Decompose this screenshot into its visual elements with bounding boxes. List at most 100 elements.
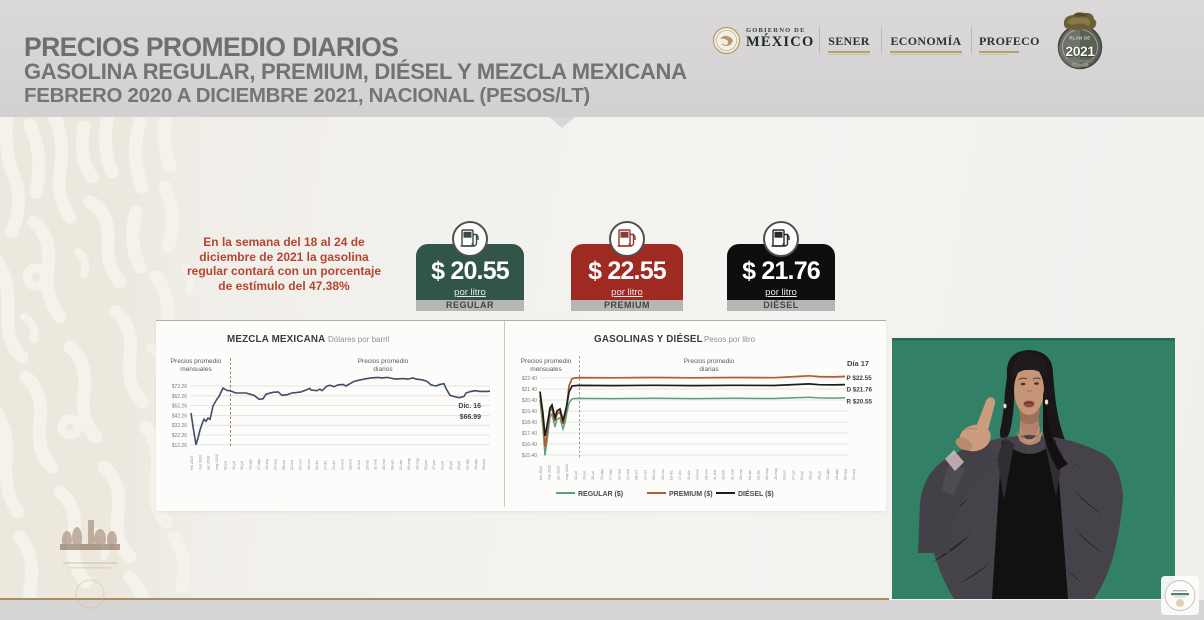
svg-text:feb 2020: feb 2020: [190, 456, 194, 470]
svg-text:11-feb: 11-feb: [713, 470, 717, 480]
svg-text:$17.40: $17.40: [522, 431, 538, 437]
svg-text:24-sep: 24-sep: [626, 469, 630, 480]
svg-text:16-jul: 16-jul: [232, 461, 236, 470]
svg-text:20-may: 20-may: [774, 468, 778, 480]
svg-text:24-sep: 24-sep: [274, 459, 278, 470]
svg-text:11-mar: 11-mar: [374, 458, 378, 470]
svg-text:D $21.76: D $21.76: [847, 387, 873, 394]
svg-text:mensuales: mensuales: [530, 366, 562, 373]
svg-text:Dic. 16: Dic. 16: [458, 403, 481, 410]
svg-text:10-sep: 10-sep: [265, 459, 269, 470]
svg-text:abr 2020: abr 2020: [207, 456, 211, 470]
svg-text:22-oct: 22-oct: [643, 470, 647, 480]
svg-text:30-jul: 30-jul: [240, 461, 244, 470]
svg-text:$66.99: $66.99: [460, 414, 482, 421]
svg-text:may 2020: may 2020: [215, 454, 219, 470]
svg-text:Día 17: Día 17: [847, 359, 869, 368]
svg-text:25-mar: 25-mar: [382, 458, 386, 470]
svg-text:PLAN DE: PLAN DE: [1070, 36, 1091, 41]
svg-text:03-dic: 03-dic: [315, 460, 319, 470]
svg-text:26-ago: 26-ago: [474, 459, 478, 470]
svg-text:02-jul: 02-jul: [574, 471, 578, 480]
svg-text:17-dic: 17-dic: [678, 470, 682, 480]
svg-text:15-jul: 15-jul: [449, 461, 453, 470]
svg-text:13-ago: 13-ago: [248, 459, 252, 470]
svg-text:P $22.55: P $22.55: [847, 375, 873, 382]
svg-text:$22.40: $22.40: [522, 376, 538, 382]
svg-text:06-may: 06-may: [765, 468, 769, 480]
svg-text:$20.40: $20.40: [522, 398, 538, 404]
svg-text:17-jun: 17-jun: [432, 460, 436, 470]
svg-text:08-oct: 08-oct: [282, 460, 286, 470]
svg-text:14-ene: 14-ene: [340, 459, 344, 470]
svg-text:Dólares por barril: Dólares por barril: [328, 335, 390, 344]
svg-text:R $20.55: R $20.55: [847, 399, 873, 406]
svg-text:03-jun: 03-jun: [783, 470, 787, 480]
svg-text:REGULAR ($): REGULAR ($): [578, 491, 623, 498]
svg-text:28-ene: 28-ene: [349, 459, 353, 470]
svg-text:22-oct: 22-oct: [290, 460, 294, 470]
svg-text:PREMIUM ($): PREMIUM ($): [669, 491, 713, 498]
svg-text:20-may: 20-may: [415, 458, 419, 470]
svg-text:10-sep: 10-sep: [617, 469, 621, 480]
svg-text:MEZCLA MEXICANA: MEZCLA MEXICANA: [227, 334, 325, 345]
svg-text:$15.40: $15.40: [522, 453, 538, 459]
svg-text:09-sep: 09-sep: [844, 469, 848, 480]
svg-text:16-jul: 16-jul: [583, 471, 587, 480]
svg-text:feb 2020: feb 2020: [539, 466, 543, 480]
svg-text:25-feb: 25-feb: [365, 460, 369, 470]
svg-text:17-jun: 17-jun: [791, 470, 795, 480]
svg-text:Precios promedio: Precios promedio: [684, 358, 735, 365]
svg-text:2021: 2021: [1065, 43, 1095, 59]
svg-text:08-oct: 08-oct: [635, 470, 639, 480]
svg-text:25-mar: 25-mar: [739, 468, 743, 480]
svg-text:05-nov: 05-nov: [299, 459, 303, 470]
svg-text:19-nov: 19-nov: [307, 459, 311, 470]
svg-text:08-abr: 08-abr: [390, 459, 394, 470]
svg-text:$19.40: $19.40: [522, 409, 538, 415]
svg-text:$32.26: $32.26: [172, 423, 188, 429]
svg-text:22-abr: 22-abr: [757, 469, 761, 480]
svg-text:22-abr: 22-abr: [399, 459, 403, 470]
svg-text:GASOLINAS Y DIÉSEL: GASOLINAS Y DIÉSEL: [594, 333, 703, 345]
svg-text:15-jul: 15-jul: [809, 471, 813, 480]
svg-text:12-ago: 12-ago: [826, 469, 830, 480]
svg-text:$22.26: $22.26: [172, 433, 188, 439]
svg-text:diarias: diarias: [699, 366, 719, 373]
svg-text:17-dic: 17-dic: [324, 460, 328, 470]
svg-text:31-dic: 31-dic: [332, 460, 336, 470]
svg-text:$18.40: $18.40: [522, 420, 538, 426]
svg-text:29-jul: 29-jul: [457, 461, 461, 470]
svg-text:may 2020: may 2020: [565, 464, 569, 480]
svg-text:Pesos por litro: Pesos por litro: [704, 335, 756, 344]
svg-text:03-dic: 03-dic: [670, 470, 674, 480]
svg-text:11-mar: 11-mar: [730, 468, 734, 480]
svg-text:diarios: diarios: [373, 366, 393, 373]
svg-text:31-dic: 31-dic: [687, 470, 691, 480]
svg-text:11-feb: 11-feb: [357, 460, 361, 470]
svg-text:01-jul: 01-jul: [800, 471, 804, 480]
svg-text:mar 2020: mar 2020: [548, 465, 552, 480]
svg-text:27-ago: 27-ago: [257, 459, 261, 470]
svg-text:01-jul: 01-jul: [441, 461, 445, 470]
svg-text:02-jul: 02-jul: [223, 461, 227, 470]
svg-text:Precios promedio: Precios promedio: [521, 358, 572, 365]
svg-text:05-nov: 05-nov: [652, 469, 656, 480]
svg-text:14-ene: 14-ene: [696, 469, 700, 480]
svg-text:25-feb: 25-feb: [722, 470, 726, 480]
svg-text:$62.26: $62.26: [172, 394, 188, 400]
svg-text:06-may: 06-may: [407, 458, 411, 470]
svg-text:mensuales: mensuales: [180, 366, 212, 373]
svg-text:mar 2020: mar 2020: [198, 455, 202, 470]
svg-text:19-nov: 19-nov: [661, 469, 665, 480]
svg-text:$16.40: $16.40: [522, 442, 538, 448]
svg-text:30-jul: 30-jul: [591, 471, 595, 480]
svg-text:$42.26: $42.26: [172, 413, 188, 419]
svg-text:08-abr: 08-abr: [748, 469, 752, 480]
svg-text:$52.26: $52.26: [172, 404, 188, 410]
svg-text:28-ene: 28-ene: [704, 469, 708, 480]
svg-text:29-jul: 29-jul: [817, 471, 821, 480]
svg-text:27-ago: 27-ago: [609, 469, 613, 480]
svg-text:13-ago: 13-ago: [600, 469, 604, 480]
svg-text:abr 2020: abr 2020: [556, 466, 560, 480]
